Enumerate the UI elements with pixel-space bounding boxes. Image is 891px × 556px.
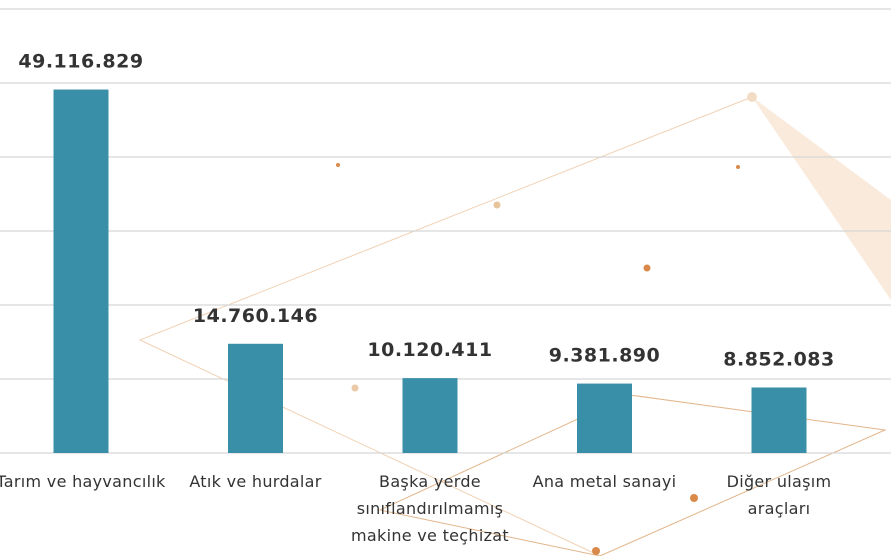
bar — [54, 90, 109, 453]
chart: 49.116.829 14.760.146 10.120.411 9.381.890 8… — [0, 0, 891, 556]
bar — [577, 384, 632, 453]
x-tick-label: Tarım ve hayvancılık — [0, 468, 167, 495]
value-label: 14.760.146 — [193, 305, 318, 327]
value-label: 8.852.083 — [723, 348, 834, 370]
value-label: 49.116.829 — [18, 51, 143, 73]
x-tick-label: Diğer ulaşım araçları — [693, 468, 865, 522]
bar — [403, 378, 458, 453]
bar — [752, 387, 807, 453]
x-tick-label: Ana metal sanayi — [519, 468, 691, 495]
value-label: 9.381.890 — [549, 345, 660, 367]
bar — [228, 344, 283, 453]
x-tick-label: Başka yerde sınıflandırılmamış makine ve… — [344, 468, 516, 549]
value-label: 10.120.411 — [367, 339, 492, 361]
x-tick-label: Atık ve hurdalar — [170, 468, 342, 495]
